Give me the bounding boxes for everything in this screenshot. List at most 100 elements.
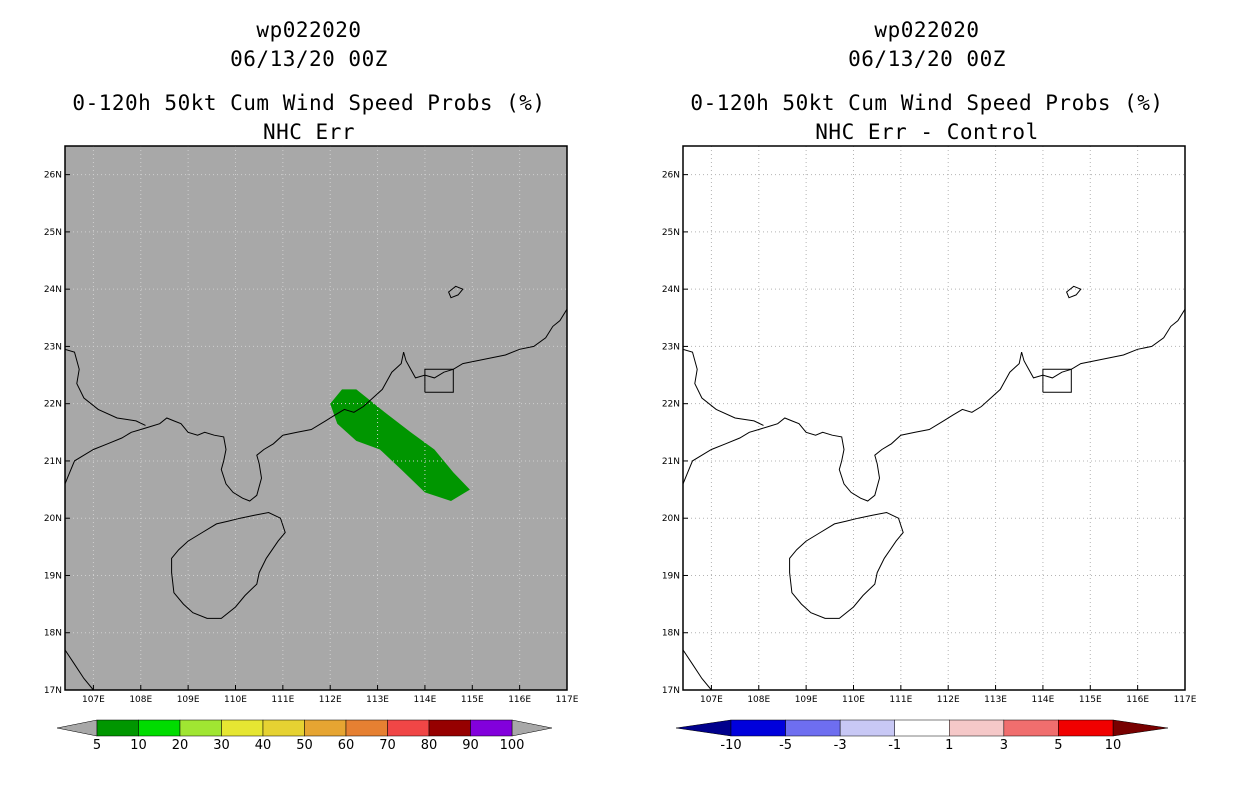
- map-background: [65, 146, 567, 690]
- hong-kong-outline: [1042, 368, 1072, 393]
- colorbar-swatch: [179, 719, 222, 737]
- lon-tick-label: 109E: [795, 695, 818, 705]
- right-map: 107E 108E 109E 110E 111E 112E 113E 114E 115E 116E…: [662, 145, 1197, 753]
- colorbar-label: 5: [93, 738, 101, 753]
- subtitle: NHC Err: [262, 120, 355, 144]
- colorbar-label: -10: [720, 738, 741, 753]
- colorbar-swatch: [387, 719, 430, 737]
- lon-tick-label: 109E: [177, 695, 200, 705]
- lat-tick-label: 22N: [662, 400, 680, 410]
- right-panel: wp022020 06/13/20 00Z 0-120h 50kt Cum Wi…: [618, 0, 1236, 800]
- lon-tick-label: 115E: [461, 695, 484, 705]
- colorbar-label: 50: [296, 738, 313, 753]
- hong-kong-outline: [424, 368, 454, 393]
- colorbar-swatch: [785, 719, 841, 737]
- lat-tick-label: 26N: [44, 171, 62, 181]
- probability-area: [330, 389, 470, 501]
- lat-tick-label: 20N: [662, 514, 680, 524]
- reservoir-outline: [447, 285, 464, 299]
- map-content: [683, 146, 1185, 690]
- colorbar-swatch: [839, 719, 895, 737]
- colorbar-label: -1: [888, 738, 901, 753]
- lon-tick-label: 107E: [82, 695, 105, 705]
- lon-tick-label: 115E: [1079, 695, 1102, 705]
- colorbar-label: -5: [779, 738, 792, 753]
- map-background: [683, 146, 1185, 690]
- colorbar-label: 3: [1000, 738, 1008, 753]
- lat-tick-label: 24N: [662, 285, 680, 295]
- colorbar-left-arrow: [675, 719, 732, 737]
- colorbar-label: 30: [213, 738, 230, 753]
- map-content: [65, 146, 567, 690]
- lat-tick-label: 17N: [662, 686, 680, 696]
- coastline-north-vietnam: [65, 348, 146, 426]
- colorbar-label: 10: [130, 738, 147, 753]
- product-title: 0-120h 50kt Cum Wind Speed Probs (%): [72, 91, 546, 115]
- colorbar-label: 40: [255, 738, 272, 753]
- lon-tick-label: 114E: [1031, 695, 1054, 705]
- colorbar-swatch: [894, 719, 950, 737]
- lon-tick-label: 108E: [747, 695, 770, 705]
- colorbar-label: 20: [172, 738, 189, 753]
- colorbar-swatch: [304, 719, 347, 737]
- colorbar-swatch: [138, 719, 181, 737]
- lon-tick-label: 111E: [271, 695, 294, 705]
- lon-tick-label: 117E: [556, 695, 579, 705]
- lon-tick-label: 112E: [937, 695, 960, 705]
- map-frame: [682, 145, 1186, 691]
- lon-tick-label: 116E: [1126, 695, 1149, 705]
- storm-id-title: wp022020: [256, 18, 362, 42]
- lat-tick-label: 19N: [44, 571, 62, 581]
- lon-tick-label: 112E: [319, 695, 342, 705]
- lon-tick-label: 116E: [508, 695, 531, 705]
- colorbar-swatch: [730, 719, 786, 737]
- map-frame: [64, 145, 568, 691]
- left-map: 107E 108E 109E 110E 111E 112E 113E 114E 115E 116E…: [44, 145, 579, 753]
- lat-tick-label: 18N: [44, 629, 62, 639]
- coastline-vietnam-south: [683, 649, 712, 690]
- colorbar-swatch: [1003, 719, 1059, 737]
- lon-tick-label: 110E: [224, 695, 247, 705]
- lon-tick-label: 111E: [889, 695, 912, 705]
- lat-tick-label: 26N: [662, 171, 680, 181]
- lon-tick-label: 114E: [413, 695, 436, 705]
- lat-tick-label: 21N: [662, 457, 680, 467]
- lat-tick-label: 17N: [44, 686, 62, 696]
- product-title: 0-120h 50kt Cum Wind Speed Probs (%): [690, 91, 1164, 115]
- colorbar-swatch: [470, 719, 513, 737]
- lon-tick-label: 110E: [842, 695, 865, 705]
- colorbar-label: 5: [1054, 738, 1062, 753]
- lat-tick-label: 23N: [662, 342, 680, 352]
- colorbar-right-arrow: [1112, 719, 1169, 737]
- lat-tick-label: 21N: [44, 457, 62, 467]
- lat-tick-label: 19N: [662, 571, 680, 581]
- lat-tick-label: 23N: [44, 342, 62, 352]
- lat-tick-label: 24N: [44, 285, 62, 295]
- lat-tick-label: 25N: [662, 228, 680, 238]
- colorbar-left-arrow: [56, 719, 98, 737]
- colorbar-label: 10: [1105, 738, 1122, 753]
- lon-tick-label: 113E: [366, 695, 389, 705]
- colorbar-label: 70: [379, 738, 396, 753]
- colorbar-label: 60: [338, 738, 355, 753]
- colorbar-swatch: [96, 719, 139, 737]
- colorbar-label: 100: [500, 738, 525, 753]
- lat-tick-label: 22N: [44, 400, 62, 410]
- lon-tick-label: 117E: [1174, 695, 1197, 705]
- colorbar-swatch: [345, 719, 388, 737]
- colorbar-swatch: [949, 719, 1005, 737]
- colorbar-label: 80: [421, 738, 438, 753]
- lat-tick-label: 25N: [44, 228, 62, 238]
- lon-tick-label: 113E: [984, 695, 1007, 705]
- lon-tick-label: 107E: [700, 695, 723, 705]
- storm-id-title: wp022020: [874, 18, 980, 42]
- date-title: 06/13/20 00Z: [230, 47, 388, 71]
- subtitle: NHC Err - Control: [815, 120, 1039, 144]
- lat-tick-label: 18N: [662, 629, 680, 639]
- hainan-island: [171, 511, 286, 619]
- date-title: 06/13/20 00Z: [848, 47, 1006, 71]
- coastline-north-vietnam: [683, 348, 764, 426]
- colorbar-swatch: [262, 719, 305, 737]
- reservoir-outline: [1065, 285, 1082, 299]
- lon-tick-label: 108E: [129, 695, 152, 705]
